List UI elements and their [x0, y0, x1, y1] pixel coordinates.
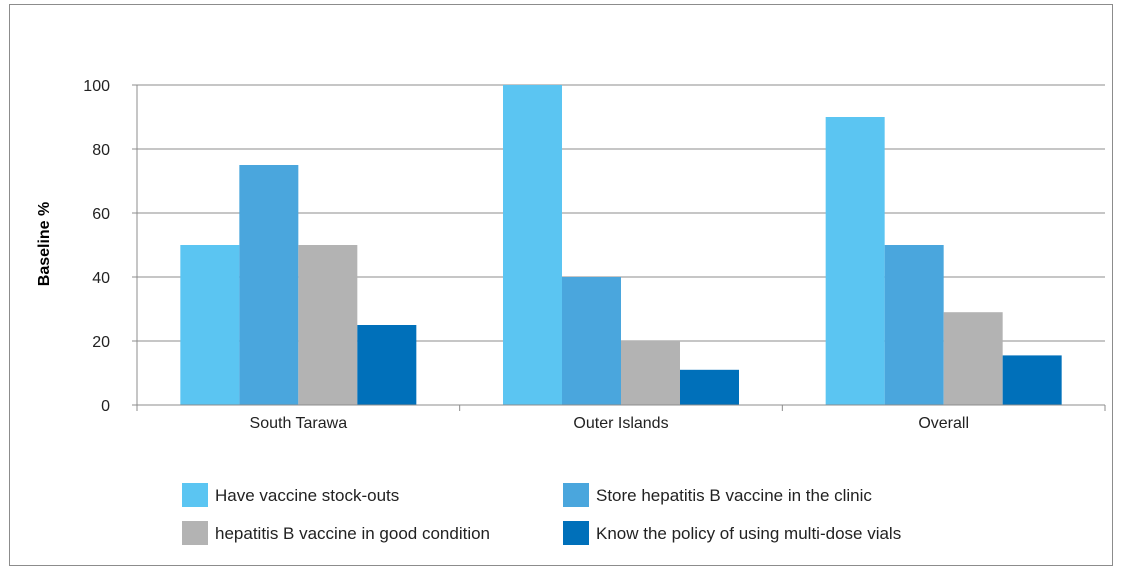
- y-tick-label: 60: [92, 206, 110, 223]
- legend-swatch: [563, 521, 589, 545]
- legend-item: Store hepatitis B vaccine in the clinic: [563, 483, 872, 507]
- y-tick-label: 100: [83, 78, 110, 95]
- legend-label: Know the policy of using multi-dose vial…: [596, 524, 901, 543]
- legend-label: hepatitis B vaccine in good condition: [215, 524, 490, 543]
- y-tick-labels: 0 20 40 60 80 100: [83, 78, 110, 415]
- bar: [298, 245, 358, 405]
- bar: [180, 245, 240, 405]
- legend-swatch: [563, 483, 589, 507]
- bar: [503, 85, 562, 405]
- y-tick-label: 80: [92, 142, 110, 159]
- bar: [825, 117, 885, 405]
- bar: [680, 369, 739, 405]
- legend-item: Have vaccine stock-outs: [182, 483, 399, 507]
- axes: [136, 85, 1106, 411]
- y-tick-label: 20: [92, 334, 110, 351]
- legend-item: Know the policy of using multi-dose vial…: [563, 521, 901, 545]
- y-tick-label: 40: [92, 270, 110, 287]
- y-tick-label: 0: [101, 398, 110, 415]
- bar: [239, 165, 299, 405]
- bar: [943, 312, 1003, 405]
- bar: [884, 245, 944, 405]
- legend-label: Have vaccine stock-outs: [215, 486, 399, 505]
- legend-swatch: [182, 483, 208, 507]
- x-tick-labels: South Tarawa Outer Islands Overall: [250, 415, 969, 432]
- bar: [1002, 355, 1062, 405]
- legend: Have vaccine stock-outs Store hepatitis B…: [182, 483, 901, 545]
- bar: [357, 325, 417, 405]
- bars: [180, 85, 1062, 405]
- x-tick-label: Overall: [918, 415, 969, 432]
- legend-item: hepatitis B vaccine in good condition: [182, 521, 490, 545]
- bar: [621, 341, 680, 405]
- x-tick-label: Outer Islands: [573, 415, 668, 432]
- y-axis-label: Baseline %: [36, 202, 53, 286]
- legend-label: Store hepatitis B vaccine in the clinic: [596, 486, 872, 505]
- bar: [562, 277, 621, 405]
- x-tick-label: South Tarawa: [250, 415, 348, 432]
- legend-swatch: [182, 521, 208, 545]
